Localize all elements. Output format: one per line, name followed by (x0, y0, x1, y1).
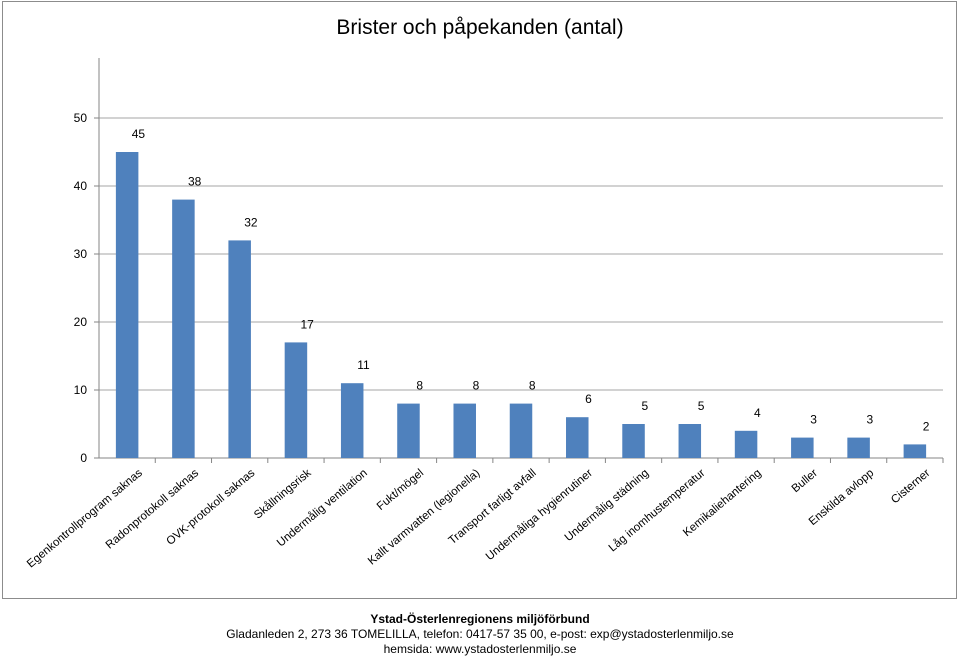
data-label: 17 (301, 317, 315, 331)
footer: Ystad-Österlenregionens miljöförbund Gla… (0, 612, 960, 657)
data-label: 38 (188, 175, 202, 189)
bar (678, 424, 702, 458)
bar (622, 424, 645, 458)
data-label: 4 (754, 406, 761, 420)
bar (172, 199, 195, 458)
data-label: 11 (357, 358, 370, 372)
bar (228, 240, 251, 458)
footer-website: hemsida: www.ystadosterlenmiljo.se (383, 642, 577, 656)
chart-frame: Brister och påpekanden (antal) 0 10 20 30 40… (2, 1, 957, 599)
y-tick-label: 0 (80, 451, 87, 465)
x-tick-label: Buller (790, 467, 820, 495)
footer-address: Gladanleden 2, 273 36 TOMELILLA, telefon… (226, 627, 734, 641)
footer-organization: Ystad-Österlenregionens miljöförbund (370, 612, 590, 626)
bar (847, 437, 870, 458)
data-label: 5 (641, 399, 648, 413)
data-label: 8 (473, 379, 480, 393)
bar (397, 403, 420, 458)
x-tick-label: Skållningsrisk (252, 467, 314, 522)
bar (791, 437, 814, 458)
y-tick-label: 20 (74, 315, 88, 329)
data-label: 5 (698, 399, 705, 413)
bar (509, 403, 533, 458)
data-label: 2 (923, 419, 930, 433)
y-tick-label: 40 (74, 179, 88, 193)
y-tick-label: 10 (74, 383, 88, 397)
x-tick-label: Undermålig ventilation (275, 467, 370, 549)
bar (284, 342, 308, 458)
x-tick-label: Fukt/mögel (375, 467, 426, 513)
data-label: 8 (529, 379, 536, 393)
y-tick-label: 30 (74, 247, 88, 261)
data-label: 8 (416, 379, 423, 393)
bar (566, 417, 589, 458)
bar (903, 444, 927, 458)
y-tick-label: 50 (74, 111, 88, 125)
chart-title: Brister och påpekanden (antal) (336, 16, 623, 39)
data-label: 3 (810, 413, 817, 427)
x-tick-label: Undermåliga hygienrutiner (484, 467, 595, 563)
bar (734, 430, 758, 458)
data-label: 3 (867, 413, 874, 427)
x-tick-label: Egenkontrollprogram saknas (25, 467, 145, 570)
bar (340, 383, 364, 458)
data-label: 45 (132, 127, 146, 141)
x-tick-label: Cisterner (889, 467, 933, 506)
x-tick-label: Kallt varmvatten (legionella) (366, 467, 483, 568)
bar (453, 403, 476, 458)
bar-chart: Brister och påpekanden (antal) 0 10 20 30 40… (25, 16, 944, 570)
x-tick-label: Radonprotokoll saknas (104, 467, 202, 552)
data-label: 32 (244, 215, 258, 229)
data-label: 6 (585, 392, 592, 406)
bar (115, 152, 139, 458)
x-tick-label: Låg inomhustemperatur (607, 467, 708, 554)
